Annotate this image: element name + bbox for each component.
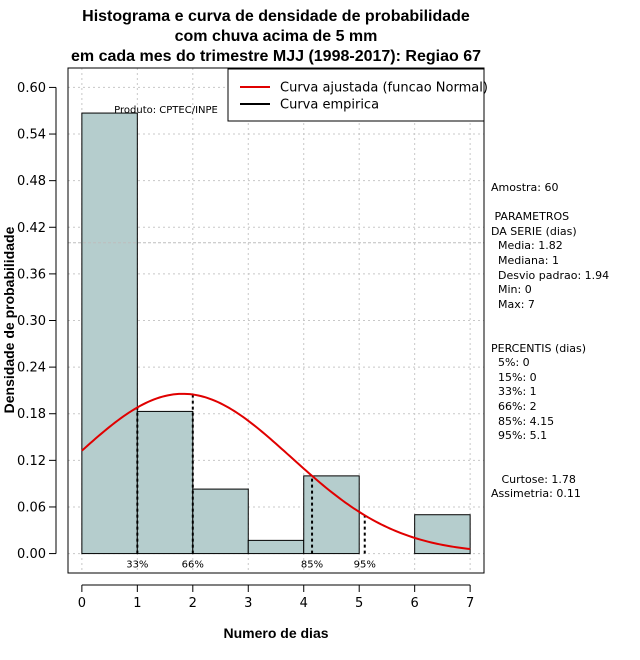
percentile-label: 85% — [301, 560, 323, 571]
x-tick-label: 0 — [78, 596, 86, 611]
stat-p15: 15%: 0 — [491, 370, 537, 384]
title-line-2: com chuva acima de 5 mm — [175, 28, 378, 45]
x-tick-label: 5 — [355, 596, 363, 611]
percentile-lines: 33% 66% 85% 95% — [126, 394, 376, 571]
stat-p33: 33%: 1 — [491, 385, 537, 399]
y-tick-label: 0.00 — [17, 547, 46, 562]
stat-param-header-1: PARAMETROS — [491, 210, 570, 224]
stat-p5: 5%: 0 — [491, 356, 530, 370]
y-tick-label: 0.54 — [17, 128, 46, 143]
title-line-3: em cada mes do trimestre MJJ (1998-2017)… — [71, 48, 481, 65]
axes: 0 1 2 3 4 5 6 7 0.00 0.06 0.12 0.18 0.24 0.30 0.36 0.42… — [17, 81, 474, 611]
stat-p66: 66%: 2 — [491, 399, 537, 413]
histogram-bar — [192, 488, 249, 555]
stat-amostra: Amostra: 60 — [491, 181, 559, 194]
x-tick-label: 3 — [244, 596, 252, 611]
histogram-bar — [81, 112, 138, 555]
stat-max: Max: 7 — [491, 297, 535, 311]
y-axis-label: Densidade de probabilidade — [1, 226, 17, 413]
legend-label-empirical: Curva empirica — [280, 98, 379, 113]
title-line-1: Histograma e curva de densidade de proba… — [82, 8, 470, 25]
y-tick-label: 0.24 — [17, 361, 46, 376]
stat-mediana: Mediana: 1 — [491, 253, 559, 267]
y-tick-label: 0.30 — [17, 314, 46, 329]
product-label: Produto: CPTEC/INPE — [114, 105, 218, 116]
percentile-label: 95% — [354, 560, 376, 571]
histogram-bar — [247, 539, 305, 555]
x-tick-label: 7 — [466, 596, 474, 611]
normal-curve-line — [81, 392, 471, 551]
stat-perc-header: PERCENTIS (dias) — [491, 341, 587, 355]
stat-param-header-2: DA SERIE (dias) — [491, 224, 577, 238]
percentile-label: 66% — [182, 560, 204, 571]
percentile-label: 33% — [126, 560, 148, 571]
stat-media: Media: 1.82 — [491, 239, 563, 253]
stats-panel: Amostra: 60 PARAMETROS DA SERIE (dias) M… — [491, 181, 636, 502]
y-tick-label: 0.60 — [17, 81, 46, 96]
y-tick-label: 0.06 — [17, 500, 46, 515]
y-tick-label: 0.48 — [17, 174, 46, 189]
y-tick-label: 0.36 — [17, 267, 46, 282]
legend: Curva ajustada (funcao Normal) Curva emp… — [227, 68, 488, 122]
x-tick-label: 1 — [133, 596, 141, 611]
legend-box — [227, 68, 485, 122]
stat-p85: 85%: 4.15 — [491, 414, 555, 428]
legend-label-normal: Curva ajustada (funcao Normal) — [280, 81, 488, 96]
histogram-bar — [136, 410, 194, 555]
histogram-bars — [81, 112, 471, 555]
x-tick-label: 4 — [300, 596, 308, 611]
y-tick-label: 0.42 — [17, 221, 46, 236]
stat-curtose: Curtose: 1.78 — [491, 472, 576, 486]
stat-p95: 95%: 5.1 — [491, 429, 548, 443]
x-tick-label: 6 — [411, 596, 419, 611]
y-tick-label: 0.18 — [17, 407, 46, 422]
stat-min: Min: 0 — [491, 283, 532, 297]
stat-assimetria: Assimetria: 0.11 — [491, 487, 581, 501]
x-tick-label: 2 — [189, 596, 197, 611]
x-axis-label: Numero de dias — [223, 625, 328, 641]
y-tick-label: 0.12 — [17, 454, 46, 469]
normal-curve — [81, 392, 471, 551]
stat-desvio: Desvio padrao: 1.94 — [491, 268, 610, 282]
plot-frame — [67, 67, 485, 574]
chart-title: Histograma e curva de densidade de proba… — [71, 8, 481, 65]
